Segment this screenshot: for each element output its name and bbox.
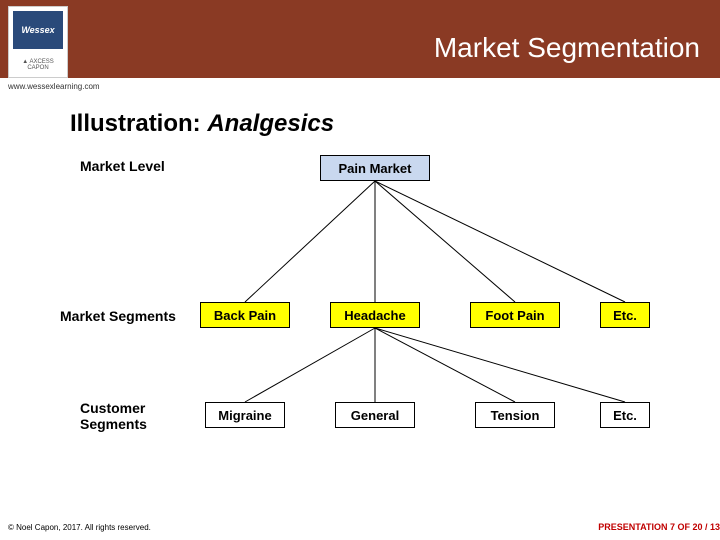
node-level2-3: Etc.	[600, 302, 650, 328]
row-label-2: Customer Segments	[80, 400, 147, 432]
node-level3-1: General	[335, 402, 415, 428]
section-title-prefix: Illustration:	[70, 110, 207, 137]
logo-lower: ▲ AXCESS CAPON	[9, 53, 67, 77]
page-title: Market Segmentation	[434, 32, 700, 64]
header-bar: Wessex ▲ AXCESS CAPON Market Segmentatio…	[0, 0, 720, 78]
logo-lower-line2: CAPON	[27, 65, 48, 71]
section-title-italic: Analgesics	[207, 110, 334, 137]
node-pain-market: Pain Market	[320, 155, 430, 181]
logo-upper: Wessex	[11, 9, 65, 51]
footer-copyright: © Noel Capon, 2017. All rights reserved.	[8, 523, 151, 532]
diagram-area: Illustration: Analgesics Market Level Mar…	[0, 100, 720, 500]
row-label-1: Market Segments	[60, 308, 176, 324]
node-level2-1: Headache	[330, 302, 420, 328]
node-level3-2: Tension	[475, 402, 555, 428]
node-level3-3: Etc.	[600, 402, 650, 428]
node-level2-2: Foot Pain	[470, 302, 560, 328]
site-url: www.wessexlearning.com	[8, 82, 100, 91]
row-label-0: Market Level	[80, 158, 165, 174]
section-title: Illustration: Analgesics	[70, 110, 334, 138]
logo: Wessex ▲ AXCESS CAPON	[8, 6, 68, 78]
node-level3-0: Migraine	[205, 402, 285, 428]
node-level2-0: Back Pain	[200, 302, 290, 328]
footer-page-indicator: PRESENTATION 7 OF 20 / 13	[598, 522, 720, 532]
